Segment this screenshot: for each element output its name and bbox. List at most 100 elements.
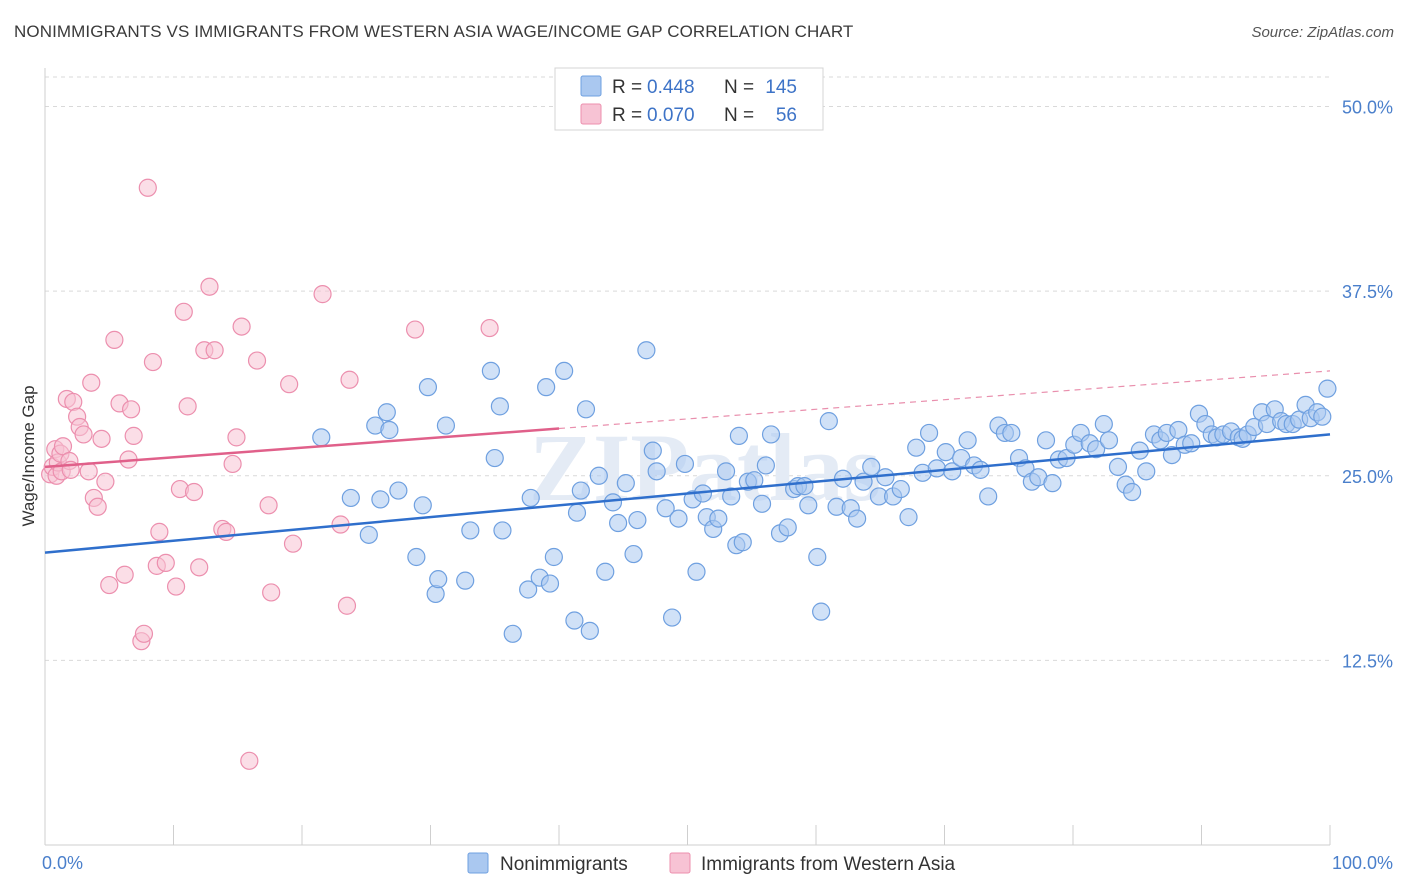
immigrants-point (79, 462, 98, 481)
immigrants-point (105, 330, 124, 349)
legend-label-nonimmigrants: Nonimmigrants (500, 854, 628, 875)
immigrants-point (178, 397, 197, 416)
immigrants-point (150, 522, 169, 541)
source-credit: Source: ZipAtlas.com (1251, 24, 1394, 41)
nonimmigrants-point (371, 490, 390, 509)
nonimmigrants-point (426, 584, 445, 604)
nonimmigrants-point (413, 496, 432, 515)
legend-label-immigrants: Immigrants from Western Asia (701, 854, 956, 875)
chart-title: NONIMMIGRANTS VS IMMIGRANTS FROM WESTERN… (14, 22, 854, 41)
y-tick-label: 50.0% (1342, 98, 1393, 118)
nonimmigrants-point (576, 400, 596, 419)
nonimmigrants-point (1313, 407, 1332, 426)
nonimmigrants-point (567, 503, 587, 522)
y-tick-label: 25.0% (1342, 467, 1393, 487)
nonimmigrants-point (312, 428, 331, 447)
immigrants-point (82, 373, 101, 392)
immigrants-point (96, 472, 115, 491)
immigrants-point (405, 320, 425, 339)
nonimmigrants-point (687, 562, 706, 581)
trend-line-immigrants (44, 427, 560, 469)
nonimmigrants-point (490, 397, 509, 416)
x-tick-label-min: 0.0% (42, 853, 83, 873)
nonimmigrants-point (1137, 462, 1156, 481)
legend-swatch-nonimmigrants (467, 852, 489, 874)
nonimmigrants-point (493, 521, 512, 540)
immigrants-point (283, 534, 303, 553)
nonimmigrants-point (628, 510, 647, 530)
nonimmigrants-point (503, 624, 522, 643)
nonimmigrants-point (936, 443, 955, 462)
immigrants-point (74, 425, 93, 444)
nonimmigrants-point (1099, 431, 1119, 450)
nonimmigrants-point (1087, 440, 1106, 459)
immigrants-point (259, 496, 278, 515)
immigrants-point (166, 577, 186, 596)
immigrants-point (223, 454, 242, 474)
nonimmigrants-point (722, 487, 741, 506)
nonimmigrants-point (1108, 457, 1128, 477)
nonimmigrants-point (958, 431, 977, 450)
legend-r-value: 0.448 (647, 77, 695, 98)
immigrants-point (247, 351, 267, 370)
nonimmigrants-point (745, 471, 764, 490)
nonimmigrants-point (778, 518, 797, 537)
series-legend: Nonimmigrants Immigrants from Western As… (467, 852, 956, 875)
nonimmigrants-point (537, 378, 556, 397)
nonimmigrants-point (756, 456, 775, 475)
nonimmigrants-point (876, 468, 895, 487)
nonimmigrants-point (624, 544, 643, 564)
immigrants-point (134, 624, 154, 643)
legend-swatch-immigrants (669, 852, 691, 874)
nonimmigrants-point (812, 602, 831, 621)
nonimmigrants-point (571, 481, 590, 500)
legend-r-label: R = (612, 105, 642, 126)
nonimmigrants-point (943, 462, 962, 481)
nonimmigrants-point (436, 416, 456, 435)
nonimmigrants-point (971, 460, 990, 479)
immigrants-point (217, 522, 236, 541)
immigrants-point (124, 426, 143, 445)
nonimmigrants-point (848, 509, 867, 528)
nonimmigrants-point (729, 426, 749, 445)
legend-n-value: 56 (776, 105, 797, 126)
nonimmigrants-point (565, 611, 584, 630)
immigrants-point (88, 497, 107, 516)
nonimmigrants-point (979, 487, 998, 506)
nonimmigrants-point (407, 547, 426, 567)
legend-swatch-pink (580, 103, 602, 125)
x-tick-label-max: 100.0% (1332, 853, 1393, 873)
nonimmigrants-point (761, 425, 781, 444)
immigrants-point (143, 352, 163, 372)
nonimmigrants-point (456, 571, 475, 590)
legend-n-value: 145 (765, 77, 797, 98)
trend-lines (44, 370, 1331, 554)
y-axis-title: Wage/Income Gap (19, 385, 38, 526)
trend-line-immigrants-extension (558, 370, 1331, 430)
nonimmigrants-point (481, 361, 500, 381)
legend-n-label: N = (724, 77, 754, 98)
nonimmigrants-point (716, 462, 736, 481)
immigrants-point (280, 375, 299, 394)
nonimmigrants-point (1123, 482, 1142, 502)
nonimmigrants-point (580, 621, 599, 640)
nonimmigrants-point (669, 509, 688, 528)
immigrants-point (190, 558, 209, 577)
nonimmigrants-point (377, 403, 396, 422)
immigrants-point (174, 302, 193, 321)
nonimmigrants-point (656, 499, 675, 518)
nonimmigrants-point (603, 493, 623, 512)
immigrants-point (227, 428, 246, 447)
trend-line-nonimmigrants (44, 433, 1331, 554)
axes: 12.5% 25.0% 37.5% 50.0% (44, 68, 1393, 846)
nonimmigrants-point (709, 509, 728, 528)
nonimmigrants-point (461, 521, 480, 540)
nonimmigrants-point (519, 580, 538, 599)
y-tick-label: 37.5% (1342, 282, 1393, 302)
nonimmigrants-point (418, 378, 438, 397)
nonimmigrants-point (1002, 423, 1021, 443)
immigrants-point (100, 575, 119, 595)
immigrants-point (138, 178, 157, 197)
immigrants-point (232, 317, 251, 336)
immigrants-point (115, 565, 134, 584)
